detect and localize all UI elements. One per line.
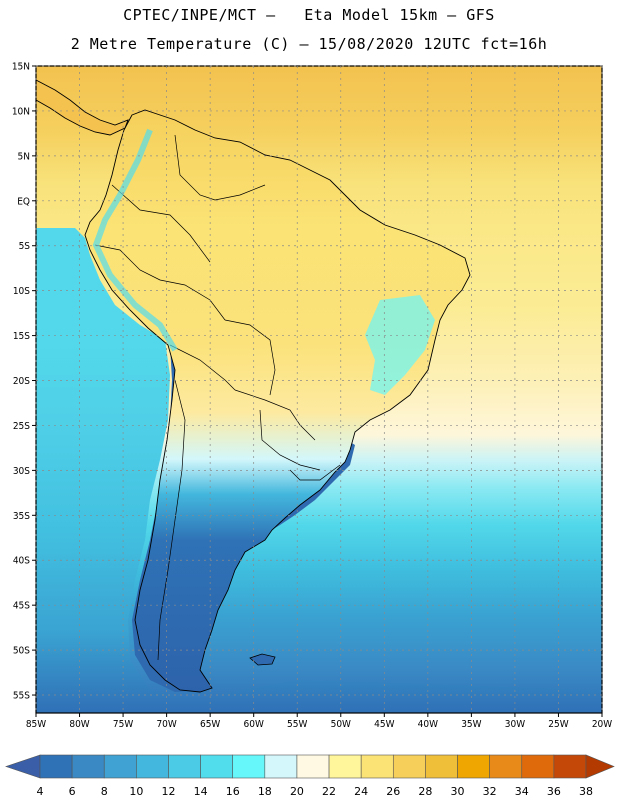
pacific-ocean bbox=[36, 228, 602, 713]
colorbar-label: 26 bbox=[386, 785, 400, 798]
colorbar-label: 32 bbox=[483, 785, 497, 798]
colorbar-label: 12 bbox=[161, 785, 175, 798]
colorbar-label: 34 bbox=[515, 785, 529, 798]
lat-label: 25S bbox=[13, 421, 30, 432]
lon-label: 45W bbox=[374, 719, 394, 730]
central-america-land bbox=[36, 79, 129, 136]
colorbar-bin bbox=[168, 754, 201, 779]
lon-label: 65W bbox=[200, 719, 220, 730]
lat-label: 50S bbox=[13, 646, 30, 657]
lon-label: 55W bbox=[287, 719, 307, 730]
lon-label: 70W bbox=[156, 719, 176, 730]
lat-label: 15N bbox=[12, 62, 30, 73]
colorbar-bin bbox=[296, 754, 330, 779]
lon-label: 20W bbox=[592, 719, 612, 730]
south-america-land bbox=[84, 109, 471, 693]
colorbar-label: 14 bbox=[194, 785, 208, 798]
lon-label: 85W bbox=[26, 719, 46, 730]
colorbar-bin bbox=[425, 754, 458, 779]
colorbar-arrow-low bbox=[5, 754, 41, 779]
colorbar-bin bbox=[264, 754, 298, 779]
lat-label: 10S bbox=[13, 286, 30, 297]
colorbar-bin bbox=[232, 754, 266, 779]
lat-label: EQ bbox=[17, 196, 30, 207]
colorbar-label: 24 bbox=[354, 785, 368, 798]
colorbar-bin bbox=[200, 754, 234, 779]
colorbar-label: 8 bbox=[101, 785, 108, 798]
colorbar-bin bbox=[71, 754, 105, 779]
colorbar-label: 18 bbox=[258, 785, 272, 798]
lat-label: 15S bbox=[13, 331, 30, 342]
colorbar-arrow-high bbox=[585, 754, 615, 779]
colorbar-bin bbox=[328, 754, 362, 779]
colorbar-label: 36 bbox=[547, 785, 561, 798]
colorbar-label: 6 bbox=[69, 785, 76, 798]
map-area bbox=[36, 66, 602, 713]
lat-label: 45S bbox=[13, 601, 30, 612]
lon-label: 60W bbox=[244, 719, 264, 730]
colorbar-bin bbox=[103, 754, 137, 779]
colorbar-label: 38 bbox=[579, 785, 593, 798]
lat-label: 30S bbox=[13, 466, 30, 477]
lat-label: 35S bbox=[13, 511, 30, 522]
colorbar-bin bbox=[392, 754, 426, 779]
map-title-line2: 2 Metre Temperature (C) – 15/08/2020 12U… bbox=[70, 35, 548, 53]
lat-label: 55S bbox=[13, 691, 30, 702]
colorbar-label: 16 bbox=[226, 785, 240, 798]
colorbar-label: 22 bbox=[322, 785, 336, 798]
colorbar-bin bbox=[553, 754, 587, 779]
colorbar-bin bbox=[136, 754, 169, 779]
lat-label: 10N bbox=[12, 106, 30, 117]
lat-label: 40S bbox=[13, 556, 30, 567]
colorbar-label: 4 bbox=[37, 785, 44, 798]
axis-ticks bbox=[32, 65, 603, 717]
brazil-highlands-cool bbox=[365, 295, 435, 395]
colorbar-bin bbox=[521, 754, 555, 779]
lon-label: 35W bbox=[461, 719, 481, 730]
lat-label: 20S bbox=[13, 376, 30, 387]
lon-label: 40W bbox=[418, 719, 438, 730]
latitude-labels: 15N 10N 5N EQ 5S 10S 15S 20S 25S 30S 35S 40S 45S 50S 5… bbox=[12, 62, 30, 702]
colorbar-bin bbox=[457, 754, 490, 779]
lat-label: 5N bbox=[18, 151, 30, 162]
graticule bbox=[35, 65, 603, 713]
lon-label: 80W bbox=[69, 719, 89, 730]
colorbar-bin bbox=[39, 754, 73, 779]
lon-label: 75W bbox=[113, 719, 133, 730]
lon-label: 25W bbox=[548, 719, 568, 730]
colorbar-label: 10 bbox=[129, 785, 143, 798]
colorbar-bin bbox=[360, 754, 394, 779]
map-title-line1: CPTEC/INPE/MCT – Eta Model 15km – GFS bbox=[123, 6, 495, 24]
falkland-islands bbox=[249, 653, 276, 666]
country-borders bbox=[94, 134, 341, 661]
andes-highlands bbox=[92, 128, 178, 352]
colorbar-bin bbox=[489, 754, 523, 779]
lon-label: 50W bbox=[331, 719, 351, 730]
longitude-labels: 85W 80W 75W 70W 65W 60W 55W 50W 45W 40W 35W 30W 25W 2… bbox=[26, 719, 612, 730]
colorbar-label: 20 bbox=[290, 785, 304, 798]
lat-label: 5S bbox=[19, 241, 31, 252]
colorbar-label: 30 bbox=[451, 785, 465, 798]
colorbar: 4 6 8 10 12 14 16 18 20 22 24 26 28 30 32 34 36 38 bbox=[5, 754, 615, 798]
lon-label: 30W bbox=[505, 719, 525, 730]
colorbar-label: 28 bbox=[418, 785, 432, 798]
